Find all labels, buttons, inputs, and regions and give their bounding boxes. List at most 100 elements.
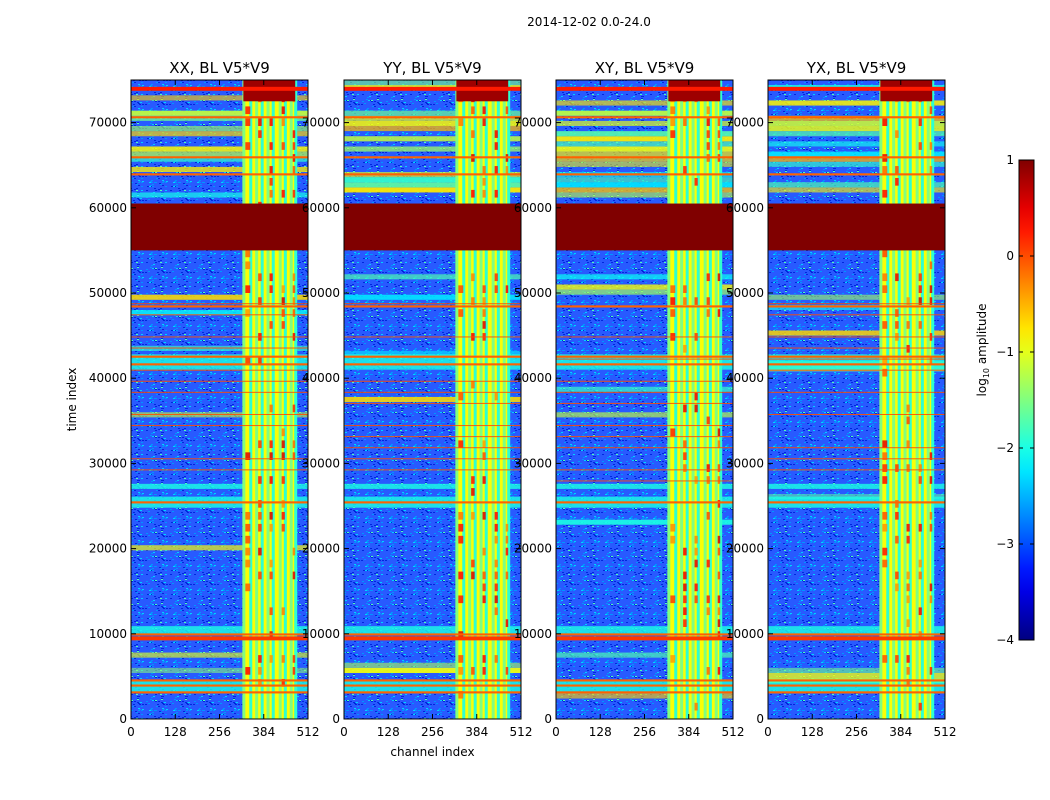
amplitude-blob (482, 452, 486, 460)
texture-band (556, 284, 733, 290)
amplitude-blob (929, 142, 933, 150)
rfi-line (556, 480, 733, 482)
amplitude-blob (717, 464, 721, 472)
amplitude-blob (895, 464, 899, 472)
texture-band (344, 350, 521, 357)
amplitude-blob (269, 321, 273, 329)
texture-band (344, 182, 521, 188)
amplitude-blob (670, 285, 676, 293)
heatmap-image (556, 80, 733, 719)
texture-band (344, 177, 521, 183)
texture-band (556, 156, 733, 162)
rfi-row (131, 636, 308, 641)
amplitude-blob (245, 118, 251, 127)
y-tick-label: 10000 (514, 627, 552, 641)
amplitude-blob (505, 535, 509, 544)
colorbar-tick-label: −4 (996, 633, 1014, 647)
amplitude-blob (292, 189, 296, 198)
colorbar-label-subscript: 10 (982, 368, 991, 378)
amplitude-blob (281, 500, 285, 508)
amplitude-blob (670, 655, 676, 663)
rfi-row (131, 355, 308, 358)
x-axis-label: channel index (390, 745, 474, 759)
saturated-block (344, 203, 521, 251)
x-tick-label: 0 (764, 725, 772, 739)
texture-band (556, 412, 733, 418)
y-tick-label: 50000 (514, 286, 552, 300)
rfi-row (768, 305, 945, 308)
x-tick-label: 256 (208, 725, 231, 739)
amplitude-blob (292, 130, 296, 138)
x-tick-label: 256 (845, 725, 868, 739)
y-tick-label: 0 (544, 712, 552, 726)
rfi-row (131, 156, 308, 159)
cyan-band (131, 483, 308, 489)
amplitude-blob (281, 428, 285, 437)
amplitude-blob (670, 106, 676, 115)
amplitude-blob (895, 655, 899, 663)
amplitude-blob (882, 321, 888, 329)
amplitude-blob (717, 309, 721, 317)
amplitude-blob (882, 476, 888, 484)
amplitude-blob (494, 595, 498, 604)
colorbar-tick-label: 0 (1006, 249, 1014, 263)
amplitude-blob (895, 166, 899, 174)
amplitude-blob (929, 511, 933, 520)
amplitude-blob (505, 285, 509, 293)
amplitude-blob (694, 177, 698, 186)
amplitude-blob (471, 571, 475, 580)
cyan-band (768, 483, 945, 489)
amplitude-blob (471, 297, 475, 305)
rfi-row (131, 501, 308, 504)
channel-stripe (908, 80, 912, 719)
heatmap-image (344, 80, 521, 719)
amplitude-blob (258, 500, 262, 508)
amplitude-blob (895, 130, 899, 138)
rfi-row (344, 684, 521, 687)
amplitude-blob (292, 667, 296, 675)
amplitude-blob (882, 273, 888, 282)
texture-band (556, 110, 733, 116)
amplitude-blob (694, 583, 698, 592)
amplitude-blob (245, 452, 251, 460)
channel-stripe (468, 80, 472, 719)
channel-stripe (473, 80, 477, 719)
amplitude-blob (458, 309, 464, 317)
colorbar-gradient (1018, 159, 1035, 641)
amplitude-blob (929, 261, 933, 270)
x-tick-label: 384 (677, 725, 700, 739)
amplitude-blob (683, 607, 687, 616)
rfi-row (556, 355, 733, 358)
amplitude-blob (494, 130, 498, 138)
amplitude-blob (717, 571, 721, 580)
amplitude-blob (670, 535, 676, 544)
amplitude-blob (717, 607, 721, 616)
amplitude-blob (717, 273, 721, 282)
channel-stripe (484, 80, 488, 719)
amplitude-blob (494, 535, 498, 544)
texture-band (131, 131, 308, 137)
amplitude-blob (918, 273, 922, 282)
rfi-row (344, 501, 521, 504)
amplitude-blob (717, 440, 721, 449)
amplitude-blob (292, 142, 296, 150)
heatmap-panel-xy: XY, BL V5*V9 0 128 256 384 512 0 10000 20000 3000… (514, 59, 745, 739)
amplitude-blob (482, 309, 486, 317)
rfi-row (768, 691, 945, 694)
y-tick-label: 70000 (89, 116, 127, 130)
amplitude-blob (918, 321, 922, 329)
amplitude-blob (471, 559, 475, 568)
channel-stripe (903, 80, 907, 719)
amplitude-blob (471, 511, 475, 520)
amplitude-blob (269, 511, 273, 520)
amplitude-blob (494, 523, 498, 532)
texture-band (556, 519, 733, 525)
texture-band (556, 136, 733, 142)
texture-band (131, 126, 308, 132)
channel-stripe (674, 80, 678, 719)
heatmap-image (768, 80, 945, 719)
amplitude-blob (683, 404, 687, 413)
amplitude-blob (292, 285, 296, 293)
texture-band (556, 289, 733, 295)
amplitude-blob (281, 297, 285, 305)
